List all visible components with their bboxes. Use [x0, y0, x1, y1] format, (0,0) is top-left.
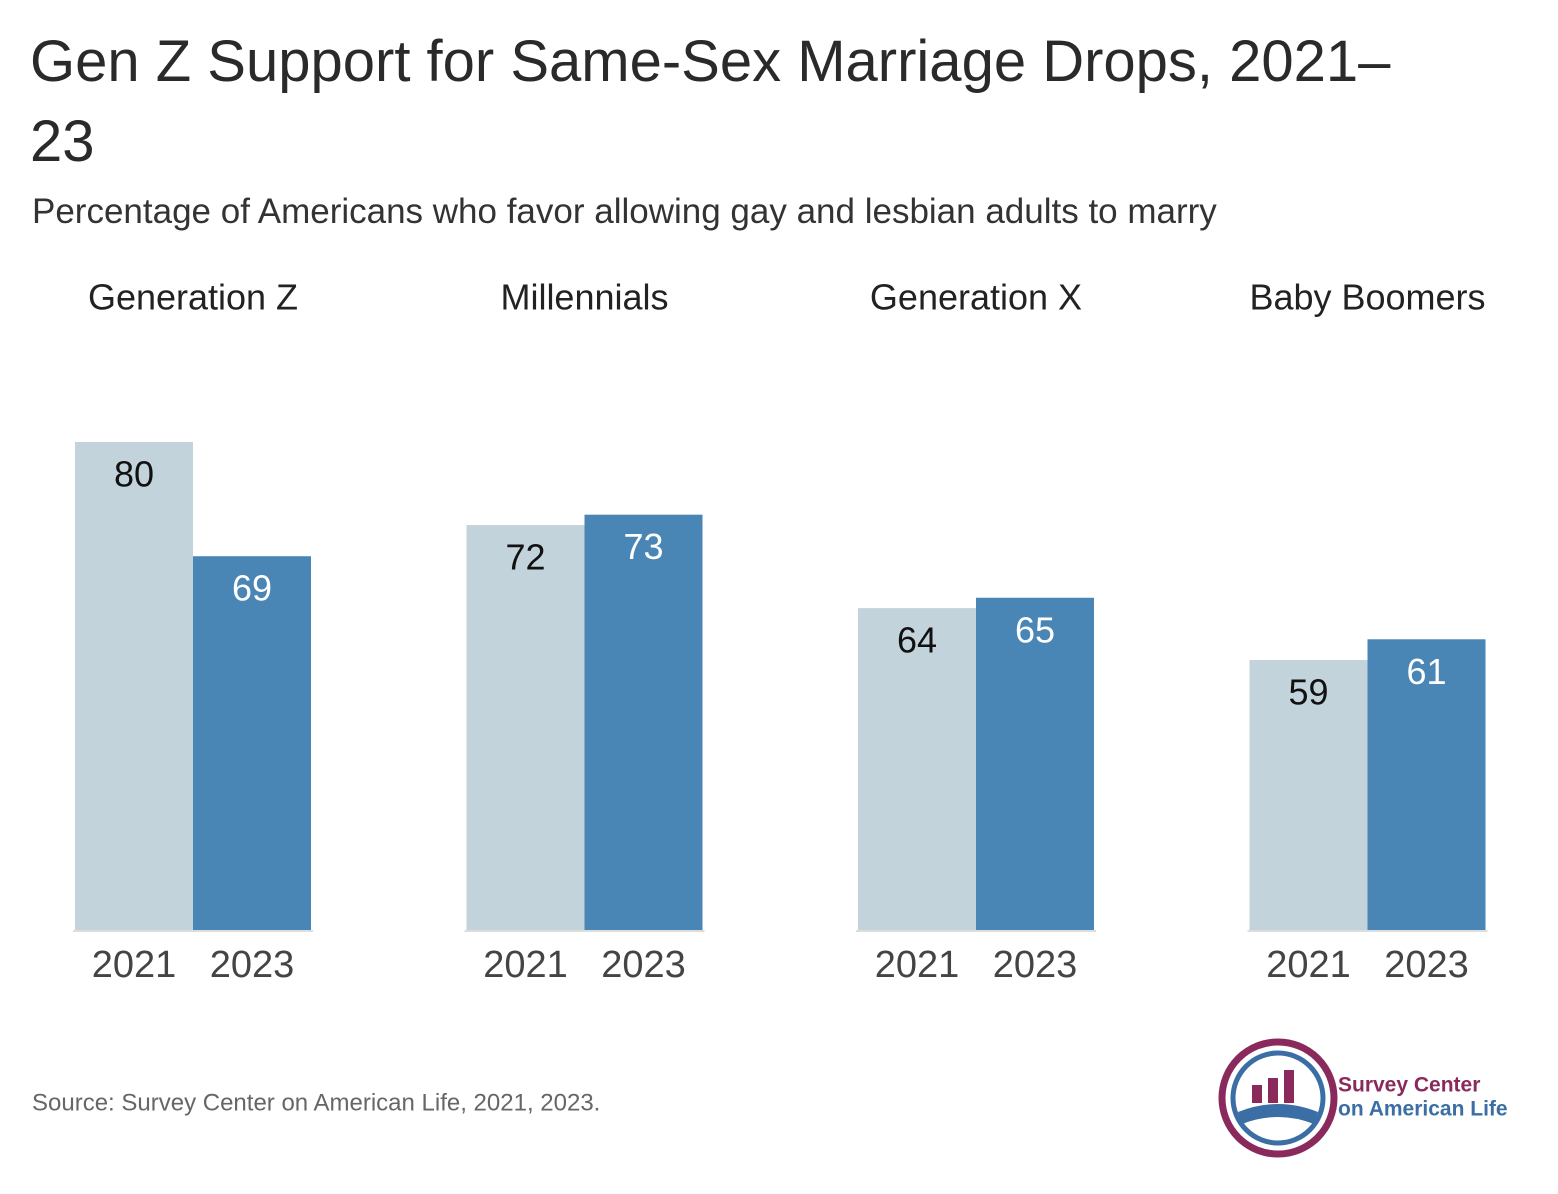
bar — [1367, 639, 1486, 930]
bar — [976, 597, 1094, 930]
logo-text: on American Life — [1338, 1098, 1508, 1121]
x-tick-label: 2021 — [483, 944, 568, 986]
chart-title: Gen Z Support for Same-Sex Marriage Drop… — [30, 29, 1391, 174]
x-tick-label: 2021 — [92, 944, 177, 986]
logo-bar — [1252, 1085, 1262, 1103]
value-label: 72 — [505, 537, 545, 578]
bar — [858, 608, 976, 930]
group-title: Millennials — [500, 277, 668, 318]
source: Source: Survey Center on American Life, … — [32, 1089, 600, 1116]
value-label: 59 — [1288, 672, 1328, 713]
logo-bar — [1268, 1078, 1278, 1103]
chart-subtitle: Percentage of Americans who favor allowi… — [32, 192, 1217, 231]
x-tick-label: 2023 — [993, 944, 1078, 986]
logo-ring-inner — [1230, 1050, 1326, 1146]
logo: Survey Center on American Life — [1218, 1038, 1508, 1158]
value-label: 69 — [232, 568, 272, 609]
value-label: 64 — [897, 620, 937, 661]
value-label: 73 — [623, 526, 663, 567]
group-title: Generation Z — [88, 277, 298, 318]
x-tick-label: 2021 — [875, 944, 960, 986]
value-label: 65 — [1015, 609, 1055, 650]
bar — [466, 525, 585, 930]
x-tick-label: 2023 — [601, 944, 686, 986]
value-label: 61 — [1406, 651, 1446, 692]
x-tick-label: 2023 — [1384, 944, 1469, 986]
logo-bar — [1284, 1070, 1294, 1103]
logo-field — [1238, 1104, 1318, 1124]
bar — [75, 442, 193, 930]
logo-ring — [1218, 1038, 1338, 1158]
bar — [1249, 660, 1368, 930]
group-title: Generation X — [870, 277, 1082, 318]
value-label: 80 — [114, 454, 154, 495]
x-tick-label: 2021 — [1266, 944, 1351, 986]
bar — [193, 556, 311, 930]
x-tick-label: 2023 — [210, 944, 295, 986]
bar — [584, 514, 703, 930]
group-title: Baby Boomers — [1249, 277, 1485, 318]
logo-text: Survey Center — [1338, 1074, 1480, 1097]
